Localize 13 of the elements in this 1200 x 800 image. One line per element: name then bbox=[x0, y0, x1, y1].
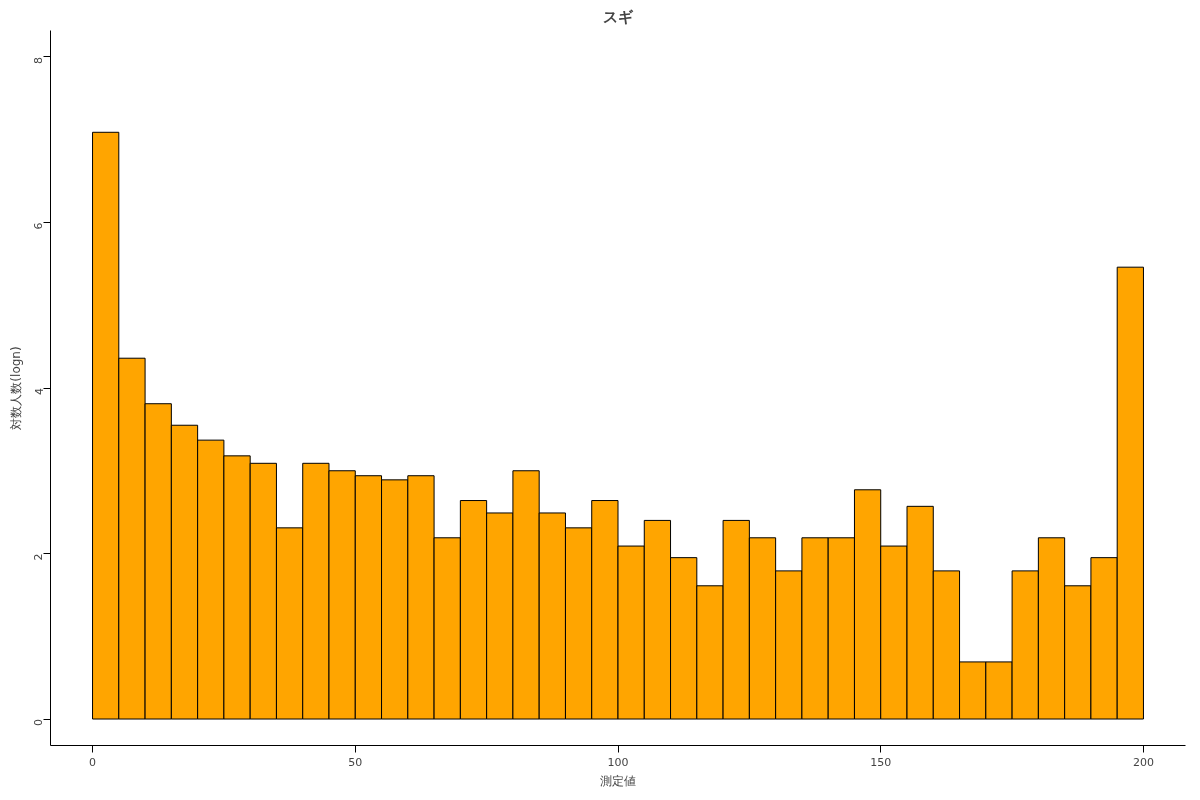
x-tick-label: 0 bbox=[89, 755, 97, 769]
y-tick-label: 2 bbox=[32, 553, 46, 561]
y-tick-label: 6 bbox=[32, 222, 46, 230]
x-tick-label: 150 bbox=[870, 755, 892, 769]
y-tick-label: 0 bbox=[32, 719, 46, 727]
y-tick-label: 8 bbox=[32, 56, 46, 64]
x-tick-label: 200 bbox=[1132, 755, 1154, 769]
x-tick-label: 50 bbox=[348, 755, 363, 769]
x-axis-title: 測定値 bbox=[600, 773, 636, 788]
chart-title: スギ bbox=[603, 7, 634, 26]
y-tick-label: 4 bbox=[32, 388, 46, 395]
y-axis-title: 対数人数(logn) bbox=[8, 346, 23, 430]
x-tick-label: 100 bbox=[607, 755, 629, 769]
